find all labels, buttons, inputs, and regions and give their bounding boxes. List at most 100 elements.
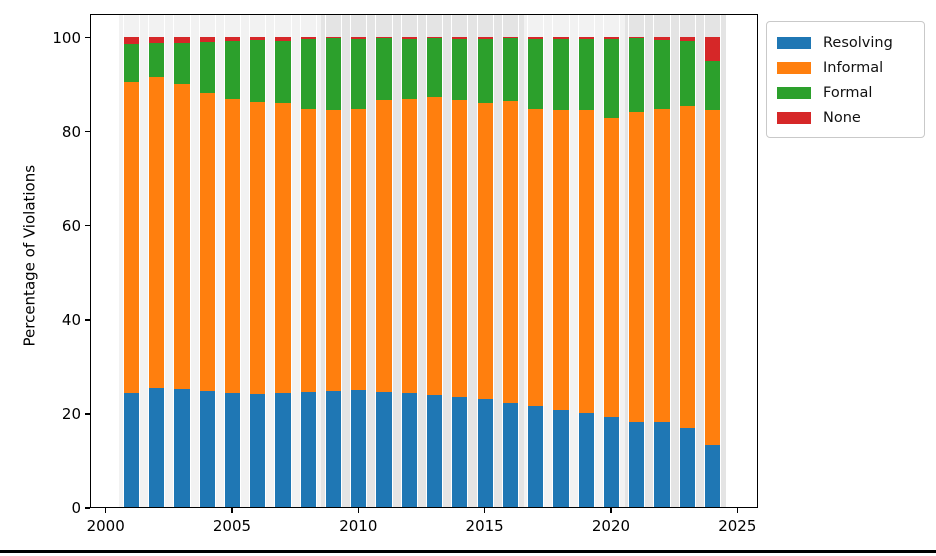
bar-2001 [122, 15, 140, 507]
bar-2018 [552, 15, 570, 507]
bar-2021 [628, 15, 646, 507]
segment-formal-2009 [325, 37, 342, 111]
segment-resolving-2009 [325, 391, 342, 507]
x-tick [104, 508, 107, 513]
segment-resolving-2023 [679, 428, 695, 507]
x-tick-label: 2005 [212, 517, 252, 535]
segment-formal-2022 [654, 40, 670, 110]
segment-formal-2003 [174, 42, 190, 85]
bar-2012 [400, 15, 418, 507]
segment-formal-2002 [149, 43, 165, 77]
legend-item-none: None [777, 105, 914, 130]
segment-resolving-2020 [603, 416, 620, 507]
y-tick [85, 130, 90, 133]
segment-resolving-2018 [553, 409, 569, 507]
segment-informal-2015 [477, 102, 493, 400]
bar-2020 [602, 15, 621, 507]
segment-resolving-2024 [704, 445, 721, 507]
segment-resolving-2015 [477, 399, 493, 507]
y-tick-label: 80 [61, 122, 81, 141]
bar-2005 [223, 15, 242, 507]
segment-informal-2024 [704, 109, 721, 446]
segment-resolving-2001 [123, 392, 139, 507]
bar-2017 [527, 15, 545, 507]
legend-label: Resolving [823, 34, 893, 51]
segment-informal-2017 [528, 109, 544, 407]
segment-none-2009 [325, 36, 342, 38]
segment-formal-2005 [224, 40, 241, 100]
x-tick-label: 2020 [591, 517, 631, 535]
bar-2009 [324, 15, 343, 507]
x-tick [231, 508, 233, 513]
segment-formal-2024 [704, 61, 721, 110]
bar-2006 [249, 15, 267, 507]
segment-informal-2019 [578, 110, 594, 414]
bar-2016 [501, 15, 519, 507]
segment-informal-2006 [250, 102, 266, 394]
legend-label: Formal [823, 84, 873, 101]
segment-none-2020 [603, 36, 620, 39]
segment-formal-2019 [578, 38, 594, 111]
legend-label: Informal [823, 59, 884, 76]
segment-none-2017 [528, 36, 544, 40]
segment-none-2024 [704, 36, 721, 62]
y-tick-label: 0 [71, 499, 81, 517]
segment-resolving-2011 [376, 391, 392, 507]
y-tick-label: 60 [61, 216, 81, 235]
segment-none-2021 [629, 36, 645, 39]
bar-2019 [577, 15, 595, 507]
segment-none-2003 [174, 36, 190, 43]
bar-2022 [653, 15, 671, 507]
bar-2004 [198, 15, 216, 507]
segment-informal-2002 [149, 76, 165, 388]
x-tick-label: 2025 [718, 517, 757, 535]
segment-none-2007 [275, 36, 291, 41]
legend-label: None [823, 109, 861, 126]
segment-none-2012 [401, 36, 417, 39]
bar-2010 [350, 15, 368, 507]
segment-formal-2004 [199, 41, 215, 94]
segment-informal-2009 [325, 110, 342, 392]
segment-none-2004 [199, 36, 215, 42]
segment-formal-2007 [275, 40, 291, 103]
segment-resolving-2006 [250, 393, 266, 507]
segment-informal-2013 [427, 97, 443, 396]
legend-swatch-formal [777, 86, 811, 99]
segment-informal-2010 [351, 108, 367, 391]
y-tick-label: 20 [61, 404, 81, 423]
segment-informal-2022 [654, 109, 670, 423]
x-tick [736, 508, 738, 513]
segment-none-2019 [578, 36, 594, 39]
segment-resolving-2004 [199, 390, 215, 507]
segment-resolving-2019 [578, 413, 594, 507]
y-tick [85, 319, 90, 321]
segment-none-2001 [123, 36, 139, 44]
segment-resolving-2022 [654, 422, 670, 507]
segment-informal-2016 [502, 101, 518, 404]
segment-formal-2011 [376, 37, 392, 101]
legend-swatch-resolving [777, 36, 811, 49]
y-tick [85, 36, 90, 39]
segment-resolving-2017 [528, 406, 544, 507]
segment-formal-2014 [452, 38, 468, 101]
x-tick-label: 2015 [465, 517, 504, 535]
segment-formal-2010 [351, 38, 367, 109]
segment-informal-2023 [679, 106, 695, 429]
bar-2011 [375, 15, 393, 507]
segment-none-2013 [427, 36, 443, 39]
segment-informal-2021 [629, 112, 645, 422]
segment-informal-2005 [224, 99, 241, 393]
segment-formal-2015 [477, 38, 493, 103]
segment-informal-2014 [452, 100, 468, 398]
segment-informal-2007 [275, 102, 291, 393]
segment-formal-2013 [427, 38, 443, 98]
segment-resolving-2007 [275, 392, 291, 507]
y-tick-label: 100 [52, 28, 81, 47]
segment-resolving-2012 [401, 392, 417, 507]
plot-area [90, 14, 758, 508]
segment-resolving-2003 [174, 389, 190, 507]
legend-item-resolving: Resolving [777, 30, 914, 55]
segment-formal-2018 [553, 38, 569, 110]
segment-none-2006 [250, 36, 266, 40]
